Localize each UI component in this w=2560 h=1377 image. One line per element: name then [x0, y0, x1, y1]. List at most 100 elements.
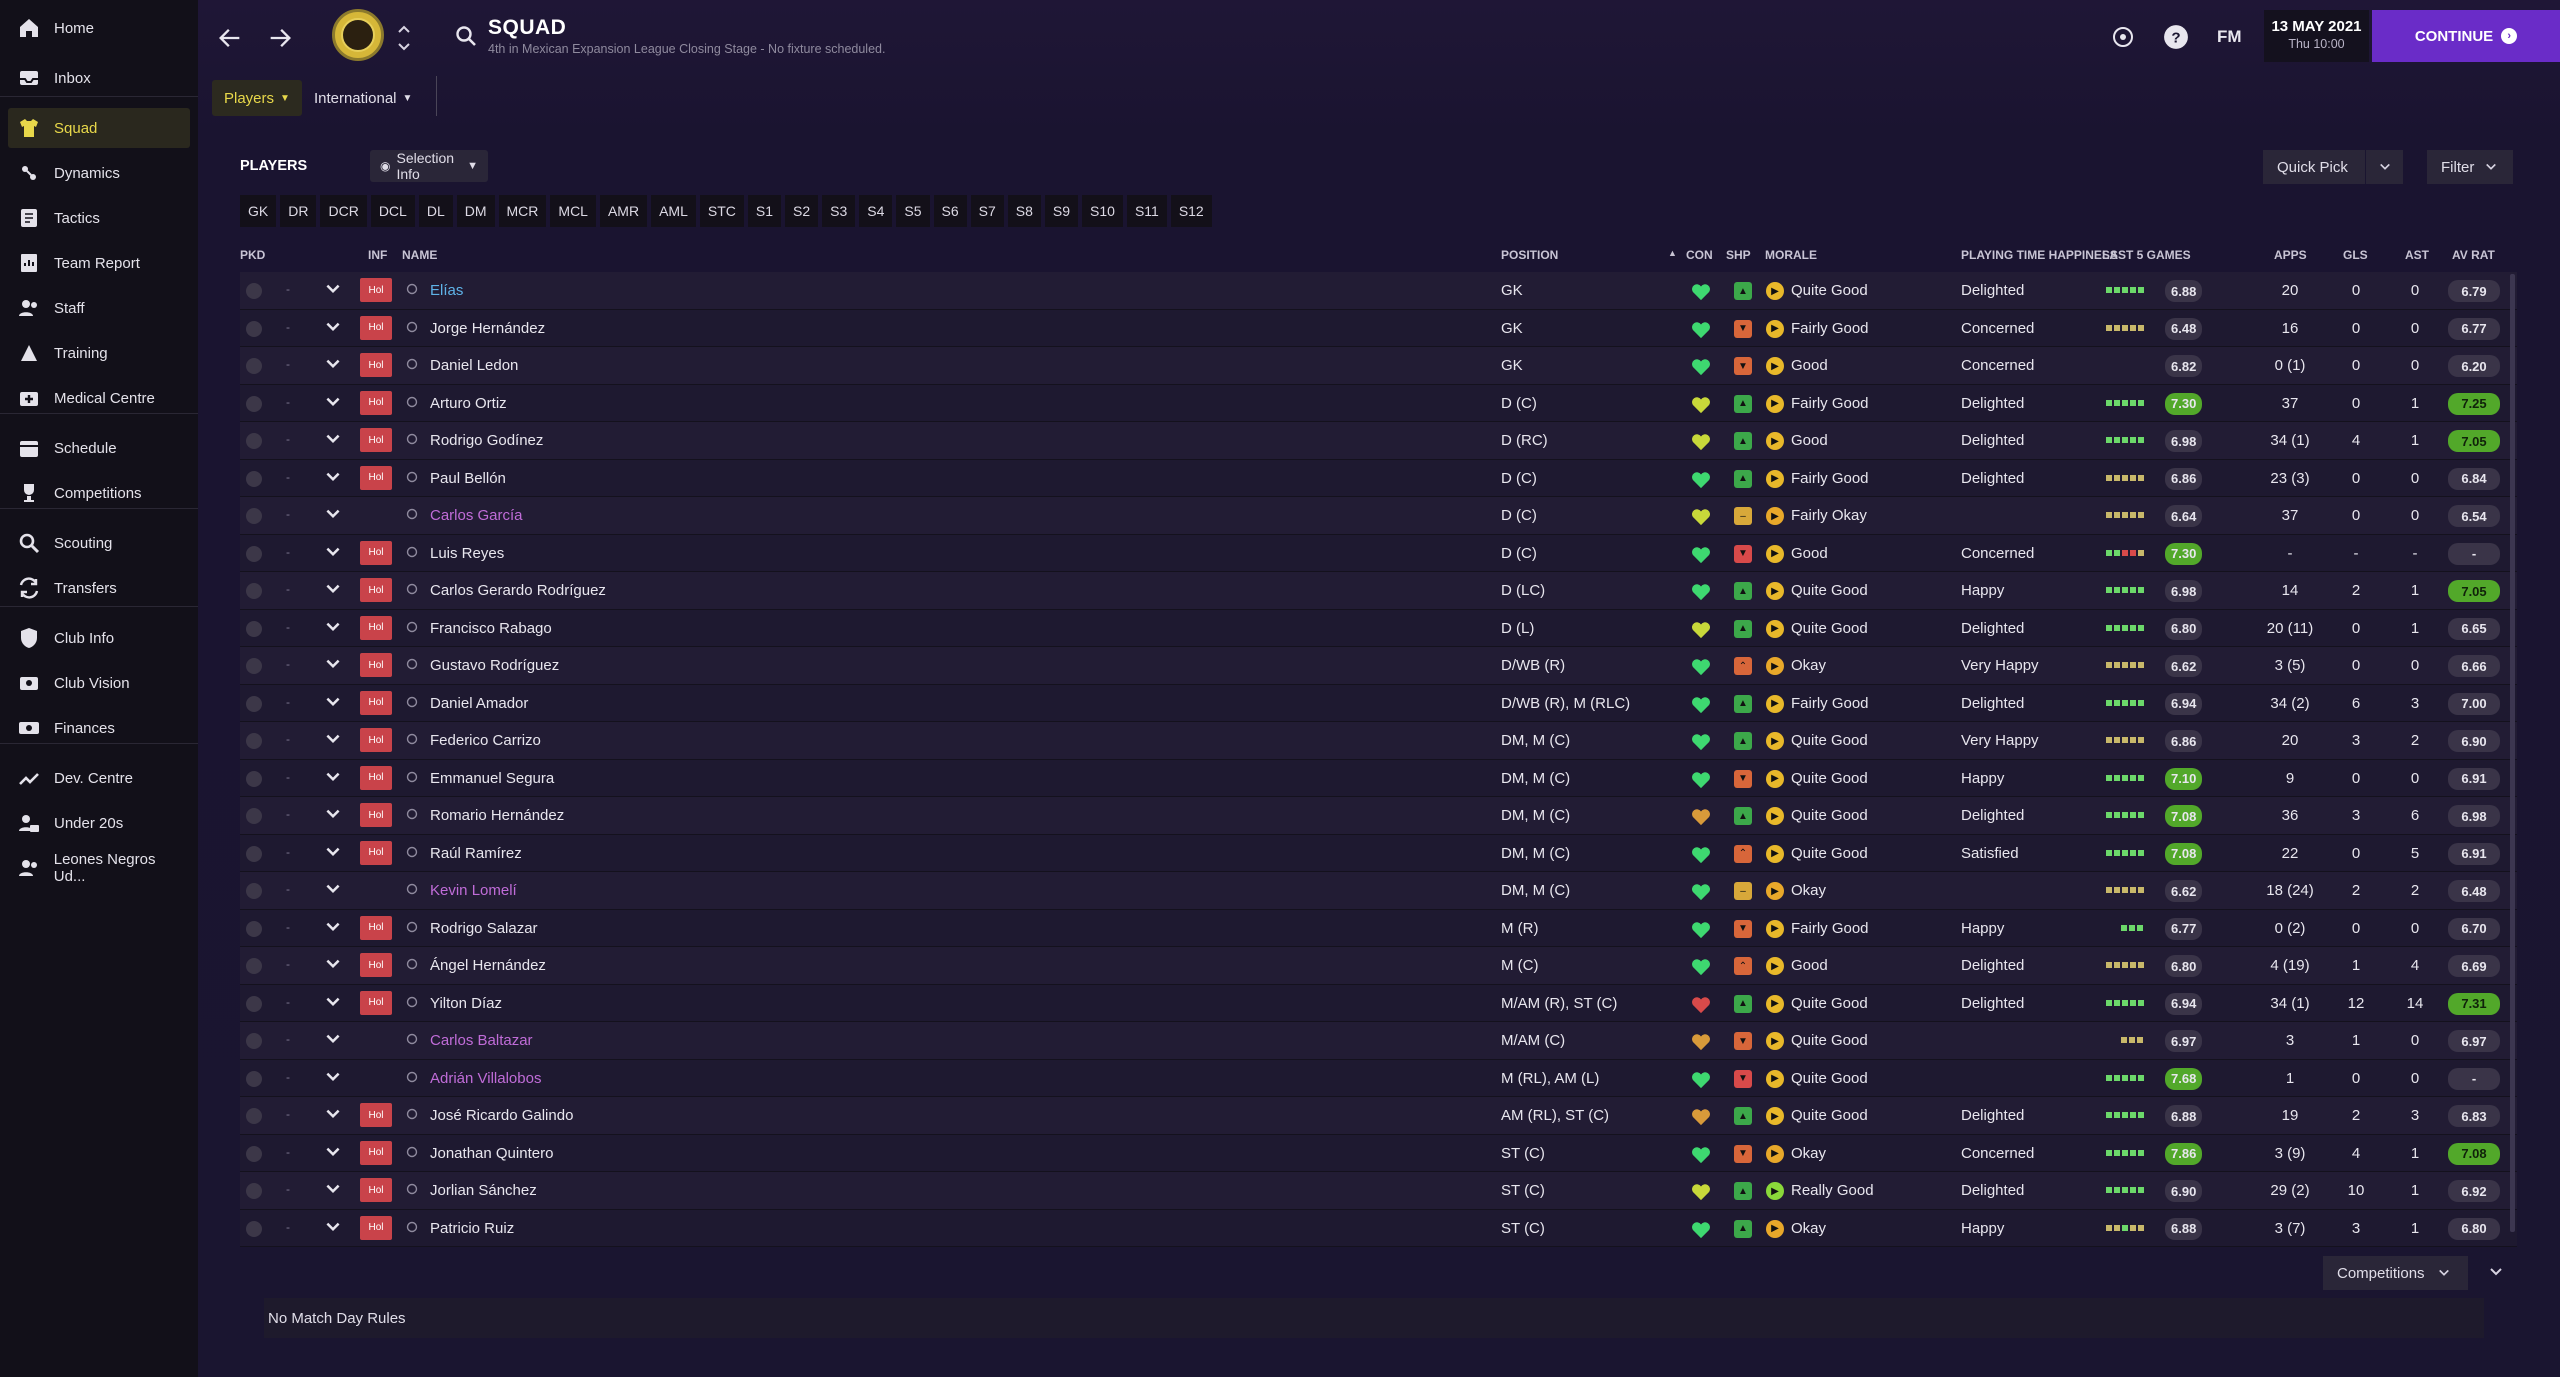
chevron-down-icon[interactable]: [396, 40, 412, 54]
player-name[interactable]: Patricio Ruiz: [430, 1219, 515, 1237]
chevron-down-icon[interactable]: [324, 543, 342, 561]
player-name[interactable]: Jorge Hernández: [430, 319, 546, 337]
table-row[interactable]: - Hol José Ricardo Galindo AM (RL), ST (C) ▲…: [240, 1097, 2517, 1135]
pick-checkbox[interactable]: [246, 920, 262, 937]
sidebar-item-training[interactable]: Training: [8, 333, 190, 373]
table-row[interactable]: - Kevin Lomelí DM, M (C) – ▶ Okay 6.62 18 (24) 2…: [240, 872, 2517, 910]
player-name[interactable]: Kevin Lomelí: [430, 882, 517, 899]
col-av-rat[interactable]: AV RAT: [2452, 248, 2495, 262]
pick-checkbox[interactable]: [246, 320, 262, 337]
player-name[interactable]: Carlos García: [430, 507, 523, 524]
sidebar-item-dynamics[interactable]: Dynamics: [8, 153, 190, 193]
sidebar-item-competitions[interactable]: Competitions: [8, 473, 190, 513]
collapse-panel-icon[interactable]: [2488, 1264, 2504, 1280]
chevron-down-icon[interactable]: [324, 1180, 342, 1198]
game-date[interactable]: 13 MAY 2021 Thu 10:00: [2264, 10, 2369, 62]
pick-checkbox[interactable]: [246, 433, 262, 449]
table-row[interactable]: - Hol Rodrigo Godínez D (RC) ▲ ▶ Good Delighted…: [240, 422, 2517, 460]
filter-button[interactable]: Filter: [2427, 150, 2513, 184]
forward-arrow-icon[interactable]: [264, 22, 296, 54]
player-name[interactable]: Arturo Ortiz: [430, 394, 507, 412]
back-arrow-icon[interactable]: [214, 22, 246, 54]
player-name[interactable]: Raúl Ramírez: [430, 844, 522, 862]
col-name[interactable]: NAME: [402, 248, 438, 262]
chevron-down-icon[interactable]: [324, 918, 342, 936]
table-row[interactable]: - Hol Daniel Amador D/WB (R), M (RLC) ▲ ▶ Fair…: [240, 684, 2517, 722]
table-row[interactable]: - Hol Carlos Gerardo Rodríguez D (LC) ▲ ▶ Quit…: [240, 572, 2517, 610]
player-name[interactable]: Yilton Díaz: [430, 994, 502, 1012]
pick-checkbox[interactable]: [246, 358, 262, 374]
position-filter-stc[interactable]: STC: [699, 195, 744, 227]
col-gls[interactable]: GLS: [2343, 248, 2368, 262]
sidebar-item-leones-negros-ud[interactable]: Leones Negros Ud...: [8, 848, 190, 888]
pick-checkbox[interactable]: [246, 1070, 262, 1087]
chevron-down-icon[interactable]: [324, 393, 342, 411]
player-name[interactable]: José Ricardo Galindo: [430, 1107, 574, 1124]
chevron-down-icon[interactable]: [324, 993, 342, 1011]
position-filter-s12[interactable]: S12: [1170, 195, 1212, 227]
player-name[interactable]: Federico Carrizo: [430, 732, 541, 749]
position-filter-s4[interactable]: S4: [859, 195, 893, 227]
tab-international[interactable]: International ▼: [302, 80, 424, 116]
pick-checkbox[interactable]: [246, 808, 262, 824]
chevron-down-icon[interactable]: [324, 355, 342, 373]
player-name[interactable]: Elías: [430, 282, 464, 299]
sidebar-item-club-vision[interactable]: Club Vision: [8, 663, 190, 703]
sidebar-item-scouting[interactable]: Scouting: [8, 523, 190, 563]
player-name[interactable]: Emmanuel Segura: [430, 769, 555, 787]
chevron-up-icon[interactable]: [396, 22, 412, 36]
position-filter-gk[interactable]: GK: [240, 195, 277, 227]
sidebar-item-squad[interactable]: Squad: [8, 108, 190, 148]
fm-menu-button[interactable]: FM: [2217, 27, 2242, 46]
chevron-down-icon[interactable]: [324, 693, 342, 711]
table-row[interactable]: - Hol Romario Hernández DM, M (C) ▲ ▶ Quite Go…: [240, 797, 2517, 835]
position-filter-dm[interactable]: DM: [456, 195, 495, 227]
player-name[interactable]: Romario Hernández: [430, 807, 565, 824]
chevron-down-icon[interactable]: [324, 580, 342, 598]
table-row[interactable]: - Hol Patricio Ruiz ST (C) ▲ ▶ Okay Happy 6.88 3 …: [240, 1209, 2517, 1247]
position-filter-mcr[interactable]: MCR: [498, 195, 547, 227]
col-shp[interactable]: SHP: [1726, 248, 1751, 262]
chevron-down-icon[interactable]: [324, 1218, 342, 1236]
table-row[interactable]: - Hol Daniel Ledon GK ▼ ▶ Good Concerned 6.82 0 (…: [240, 347, 2517, 385]
position-filter-s9[interactable]: S9: [1044, 195, 1079, 227]
sidebar-item-team-report[interactable]: Team Report: [8, 243, 190, 283]
tab-players[interactable]: Players ▼: [212, 80, 302, 116]
position-filter-aml[interactable]: AML: [651, 195, 696, 227]
table-scrollbar[interactable]: [2510, 274, 2515, 1232]
pick-checkbox[interactable]: [246, 845, 262, 862]
pick-checkbox[interactable]: [246, 958, 262, 974]
sidebar-item-medical-centre[interactable]: Medical Centre: [8, 378, 190, 418]
position-filter-dcr[interactable]: DCR: [320, 195, 367, 227]
position-filter-dcl[interactable]: DCL: [370, 195, 415, 227]
table-row[interactable]: - Carlos Baltazar M/AM (C) ▼ ▶ Quite Good 6.97…: [240, 1022, 2517, 1060]
col-con[interactable]: CON: [1686, 248, 1713, 262]
position-filter-s6[interactable]: S6: [933, 195, 967, 227]
table-row[interactable]: - Hol Yilton Díaz M/AM (R), ST (C) ▲ ▶ Quite G…: [240, 984, 2517, 1022]
pick-checkbox[interactable]: [246, 1108, 262, 1124]
col-position[interactable]: POSITION: [1501, 248, 1559, 262]
pick-checkbox[interactable]: [246, 695, 262, 712]
table-row[interactable]: - Hol Raúl Ramírez DM, M (C) ⌃ ▶ Quite Good Sat…: [240, 834, 2517, 872]
pick-checkbox[interactable]: [246, 1145, 262, 1162]
chevron-down-icon[interactable]: [324, 955, 342, 973]
position-filter-s5[interactable]: S5: [896, 195, 930, 227]
pick-checkbox[interactable]: [246, 733, 262, 749]
col-apps[interactable]: APPS: [2274, 248, 2307, 262]
chevron-down-icon[interactable]: [324, 730, 342, 748]
sidebar-item-staff[interactable]: Staff: [8, 288, 190, 328]
chevron-down-icon[interactable]: [324, 843, 342, 861]
pick-checkbox[interactable]: [246, 658, 262, 674]
position-filter-s7[interactable]: S7: [970, 195, 1004, 227]
table-row[interactable]: - Hol Federico Carrizo DM, M (C) ▲ ▶ Quite Goo…: [240, 722, 2517, 760]
position-filter-amr[interactable]: AMR: [599, 195, 648, 227]
chevron-down-icon[interactable]: [324, 318, 342, 336]
table-row[interactable]: - Hol Paul Bellón D (C) ▲ ▶ Fairly Good Delight…: [240, 459, 2517, 497]
player-name[interactable]: Adrián Villalobos: [430, 1069, 542, 1087]
chevron-down-icon[interactable]: [324, 618, 342, 636]
table-row[interactable]: - Hol Francisco Rabago D (L) ▲ ▶ Quite Good Del…: [240, 609, 2517, 647]
table-row[interactable]: - Hol Rodrigo Salazar M (R) ▼ ▶ Fairly Good Hap…: [240, 909, 2517, 947]
position-filter-s8[interactable]: S8: [1007, 195, 1041, 227]
col-ast[interactable]: AST: [2405, 248, 2429, 262]
col-morale[interactable]: MORALE: [1765, 248, 1817, 262]
